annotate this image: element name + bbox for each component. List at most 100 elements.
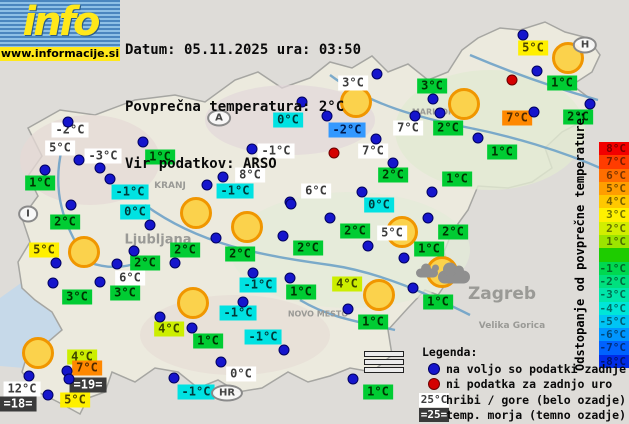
station-dot-blue — [50, 257, 62, 269]
scale-step: 1°C — [599, 235, 629, 249]
legend-title: Legenda: — [422, 345, 478, 359]
station-dot-blue — [217, 171, 229, 183]
station-dot-blue — [63, 373, 75, 385]
station-dot-blue — [407, 282, 419, 294]
scale-step: 4°C — [599, 195, 629, 209]
station-temp-label: 2°C — [438, 224, 468, 240]
sea-label-sample: =25= — [418, 408, 450, 423]
blue-dot-icon — [428, 362, 440, 375]
station-dot-blue — [201, 179, 213, 191]
station-temp-label: 1°C — [358, 314, 388, 330]
station-temp-label: -1°C — [111, 184, 149, 200]
cloud-icon — [416, 263, 439, 278]
station-dot-blue — [531, 65, 543, 77]
station-dot-blue — [137, 136, 149, 148]
logo-url[interactable]: www.informacije.si — [0, 47, 120, 61]
station-dot-blue — [472, 132, 484, 144]
site-logo[interactable]: info www.informacije.si — [0, 0, 120, 61]
cloud-icon — [438, 262, 470, 284]
station-dot-red — [328, 147, 340, 159]
station-temp-label: =18= — [0, 396, 37, 412]
station-temp-label: -2°C — [328, 122, 366, 138]
terrain-e-lowlands — [395, 70, 585, 190]
station-temp-label: 0°C — [226, 366, 256, 382]
station-temp-label: 2°C — [50, 214, 80, 230]
sun-icon — [22, 337, 54, 369]
sun-icon — [180, 197, 212, 229]
legend: Legenda: na voljo so podatki zadnje ure … — [418, 345, 629, 423]
scale-step: -1°C — [599, 261, 629, 275]
station-temp-label: 2°C — [433, 120, 463, 136]
station-temp-label: 7°C — [502, 110, 532, 126]
station-temp-label: 1°C — [442, 171, 472, 187]
station-temp-label: 0°C — [273, 112, 303, 128]
scale-step: 7°C — [599, 155, 629, 169]
city-label: NOVO MESTO — [287, 309, 349, 319]
scale-step: -3°C — [599, 288, 629, 302]
station-dot-blue — [584, 98, 596, 110]
station-temp-label: 1°C — [363, 384, 393, 400]
country-road-marker: A — [207, 109, 231, 127]
country-road-marker: HR — [210, 384, 244, 402]
station-dot-blue — [246, 143, 258, 155]
station-temp-label: 2°C — [340, 223, 370, 239]
sun-icon — [363, 279, 395, 311]
station-dot-blue — [409, 110, 421, 122]
legend-text: ni podatka za zadnjo uro — [446, 377, 613, 392]
station-dot-blue — [398, 252, 410, 264]
station-dot-blue — [356, 186, 368, 198]
station-temp-label: 2°C — [378, 167, 408, 183]
station-dot-blue — [277, 230, 289, 242]
scale-step: -6°C — [599, 328, 629, 342]
scale-step: -7°C — [599, 341, 629, 355]
sun-icon — [231, 211, 263, 243]
legend-text: hribi / gore (belo ozadje) — [446, 392, 627, 407]
legend-row-available: na voljo so podatki zadnje ure — [422, 361, 629, 377]
station-dot-blue — [42, 389, 54, 401]
logo-wordmark: info — [22, 0, 100, 45]
station-dot-blue — [65, 199, 77, 211]
station-dot-blue — [210, 232, 222, 244]
station-temp-label: 5°C — [377, 225, 407, 241]
city-label: KRANJ — [154, 181, 186, 191]
station-temp-label: 7°C — [393, 120, 423, 136]
station-dot-blue — [517, 29, 529, 41]
station-dot-blue — [247, 267, 259, 279]
header-avg-temp-line: Povprečna temperatura: 2°C — [125, 99, 345, 115]
station-temp-label: 8°C — [235, 167, 265, 183]
station-dot-blue — [284, 272, 296, 284]
station-dot-blue — [154, 311, 166, 323]
logo-stripes: info — [0, 0, 120, 47]
station-temp-label: 6°C — [301, 183, 331, 199]
station-dot-blue — [427, 93, 439, 105]
station-temp-label: 12°C — [3, 381, 41, 397]
station-temp-label: 1°C — [423, 294, 453, 310]
legend-text: na voljo so podatki zadnje ure — [446, 361, 629, 376]
station-temp-label: 1°C — [145, 149, 175, 165]
station-temp-label: 1°C — [286, 284, 316, 300]
scale-step: -8°C — [599, 354, 629, 369]
city-label: MARIBOR — [411, 107, 455, 117]
station-dot-blue — [39, 164, 51, 176]
scale-step: -5°C — [599, 314, 629, 329]
station-dot-blue — [168, 372, 180, 384]
sun-icon — [177, 287, 209, 319]
white-label-sample: 25°C — [418, 392, 450, 407]
deviation-scale: 8°C 7°C 6°C 5°C 4°C 3°C 2°C 1°C -1°C -2°C -3°C -4°C… — [599, 142, 629, 369]
station-temp-label: 2°C — [563, 109, 593, 125]
station-dot-blue — [62, 116, 74, 128]
station-temp-label: 7°C — [72, 360, 102, 376]
station-temp-label: 3°C — [338, 75, 368, 91]
station-temp-label: -1°C — [177, 384, 215, 400]
station-dot-blue — [370, 133, 382, 145]
station-dot-blue — [94, 276, 106, 288]
station-temp-label: =19= — [69, 377, 107, 393]
sun-icon — [448, 88, 480, 120]
station-dot-blue — [104, 173, 116, 185]
station-temp-label: 7°C — [358, 143, 388, 159]
station-dot-blue — [528, 106, 540, 118]
city-label: Velika Gorica — [478, 321, 546, 331]
city-label: Zagreb — [467, 284, 537, 304]
station-temp-label: 3°C — [110, 285, 140, 301]
station-temp-label: 5°C — [60, 392, 90, 408]
